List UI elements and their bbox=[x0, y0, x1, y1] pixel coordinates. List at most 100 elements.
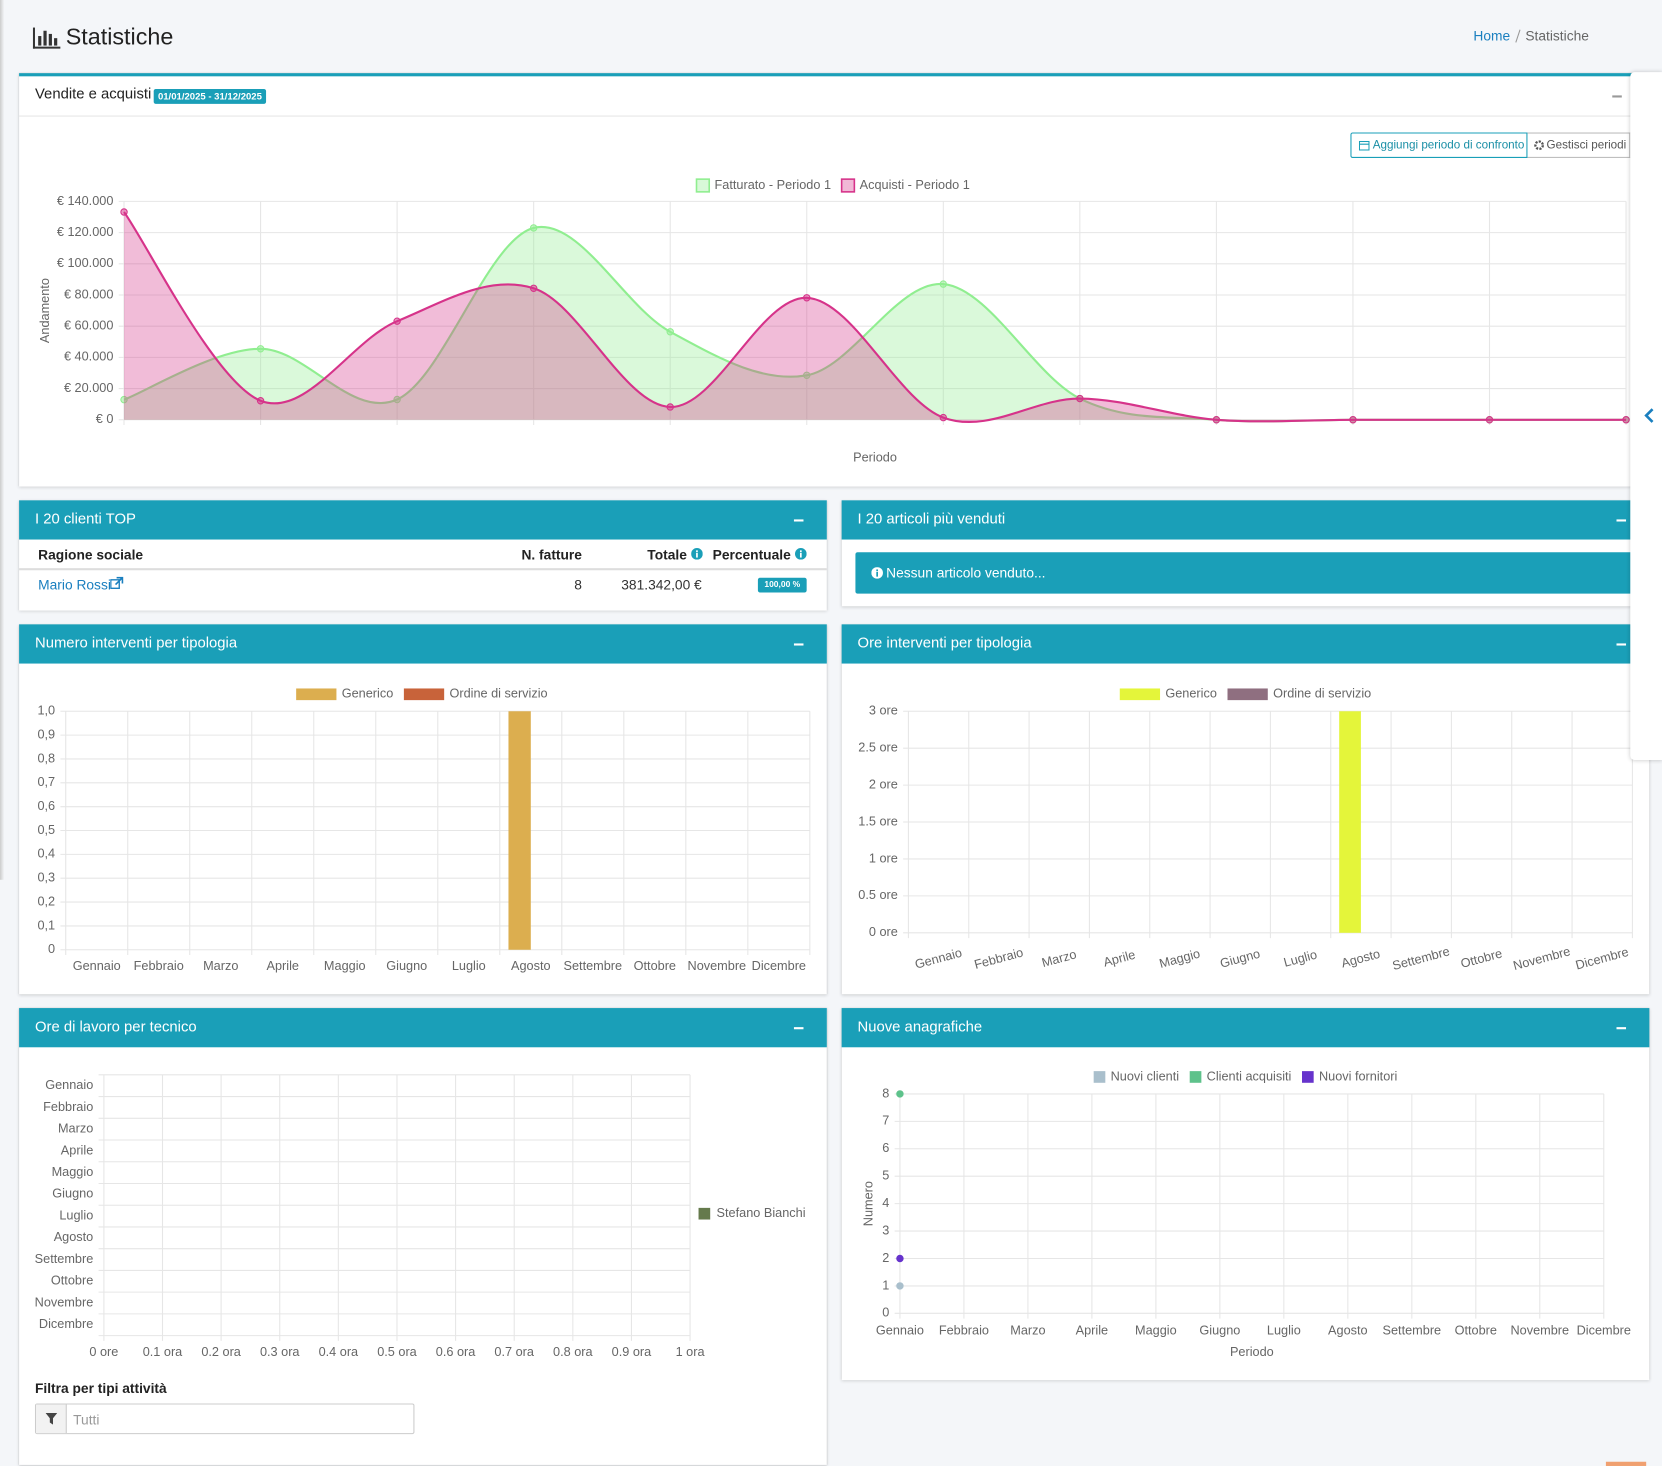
x-tick-label: Agosto bbox=[1340, 946, 1382, 971]
x-tick-label: Giugno bbox=[1199, 1323, 1240, 1338]
x-tick-label: Marzo bbox=[1010, 1323, 1045, 1338]
y-tick-label: 0,2 bbox=[37, 893, 55, 908]
y-tick-label: 1.5 ore bbox=[858, 813, 898, 828]
point bbox=[1350, 417, 1356, 423]
legend-label: Generico bbox=[342, 686, 394, 701]
x-tick-label: Maggio bbox=[1158, 946, 1202, 971]
y-tick-label: Luglio bbox=[59, 1207, 93, 1222]
side-panel bbox=[1630, 72, 1662, 760]
legend-label: Stefano Bianchi bbox=[717, 1205, 806, 1220]
x-tick-label: Dicembre bbox=[1574, 944, 1630, 973]
x-tick-label: Agosto bbox=[1328, 1323, 1368, 1338]
y-tick-label: 0.5 ore bbox=[858, 887, 898, 902]
legend-swatch bbox=[699, 1208, 711, 1220]
y-axis-label: Andamento bbox=[37, 278, 52, 343]
y-tick-label: Giugno bbox=[52, 1186, 93, 1201]
legend-swatch bbox=[697, 179, 710, 192]
x-tick-label: Giugno bbox=[1218, 946, 1261, 971]
point bbox=[667, 329, 673, 335]
y-tick-label: € 120.000 bbox=[57, 224, 114, 239]
x-tick-label: 0.4 ora bbox=[319, 1344, 359, 1359]
y-tick-label: Novembre bbox=[35, 1294, 94, 1309]
y-tick-label: Gennaio bbox=[45, 1077, 93, 1092]
x-tick-label: Settembre bbox=[1383, 1323, 1442, 1338]
y-tick-label: Febbraio bbox=[43, 1099, 93, 1114]
x-tick-label: Febbraio bbox=[134, 958, 184, 973]
point bbox=[1486, 417, 1492, 423]
y-tick-label: Aprile bbox=[61, 1142, 93, 1157]
y-tick-label: 0 bbox=[48, 941, 55, 956]
point bbox=[897, 1283, 903, 1289]
y-tick-label: € 40.000 bbox=[64, 349, 113, 364]
point bbox=[530, 285, 536, 291]
point bbox=[940, 414, 946, 420]
y-tick-label: 0,3 bbox=[37, 870, 55, 885]
x-tick-label: Marzo bbox=[203, 958, 238, 973]
corner-widget bbox=[1606, 1462, 1646, 1466]
x-tick-label: Aprile bbox=[267, 958, 299, 973]
legend-swatch bbox=[1190, 1071, 1202, 1083]
y-tick-label: € 0 bbox=[96, 411, 114, 426]
y-tick-label: 7 bbox=[882, 1113, 889, 1128]
x-tick-label: 0.9 ora bbox=[612, 1344, 652, 1359]
y-tick-label: 0 bbox=[882, 1305, 889, 1320]
x-tick-label: Dicembre bbox=[752, 958, 806, 973]
y-tick-label: 0,6 bbox=[37, 798, 55, 813]
y-tick-label: 3 bbox=[882, 1222, 889, 1237]
x-tick-label: Giugno bbox=[386, 958, 427, 973]
legend-swatch bbox=[1120, 688, 1160, 700]
legend-swatch bbox=[1094, 1071, 1106, 1083]
legend-label: Fatturato - Periodo 1 bbox=[715, 177, 832, 192]
y-tick-label: 0 ore bbox=[869, 924, 898, 939]
y-tick-label: 1 bbox=[882, 1277, 889, 1292]
x-tick-label: 0.5 ora bbox=[377, 1344, 417, 1359]
legend-swatch bbox=[842, 179, 855, 192]
y-tick-label: € 20.000 bbox=[64, 380, 113, 395]
legend-label: Nuovi clienti bbox=[1111, 1068, 1179, 1083]
legend-swatch bbox=[404, 688, 444, 700]
legend-swatch bbox=[296, 688, 336, 700]
point bbox=[121, 209, 127, 215]
y-tick-label: € 100.000 bbox=[57, 255, 114, 270]
y-tick-label: 0,9 bbox=[37, 726, 55, 741]
point bbox=[940, 281, 946, 287]
x-tick-label: Maggio bbox=[1135, 1323, 1177, 1338]
expand-button[interactable] bbox=[1644, 408, 1655, 423]
y-tick-label: 1,0 bbox=[37, 703, 55, 718]
bar bbox=[508, 711, 530, 950]
y-tick-label: Dicembre bbox=[39, 1316, 93, 1331]
y-tick-label: Maggio bbox=[52, 1164, 94, 1179]
x-tick-label: Febbraio bbox=[972, 944, 1024, 971]
y-tick-label: Marzo bbox=[58, 1121, 93, 1136]
x-tick-label: Novembre bbox=[1510, 1323, 1569, 1338]
x-tick-label: Luglio bbox=[1267, 1323, 1301, 1338]
y-tick-label: 3 ore bbox=[869, 703, 898, 718]
y-tick-label: € 80.000 bbox=[64, 286, 113, 301]
point bbox=[1213, 417, 1219, 423]
x-tick-label: 0.6 ora bbox=[436, 1344, 476, 1359]
point bbox=[1077, 395, 1083, 401]
bar bbox=[1339, 711, 1361, 933]
point bbox=[667, 404, 673, 410]
y-tick-label: 2 bbox=[882, 1250, 889, 1265]
x-tick-label: Ottobre bbox=[1455, 1323, 1497, 1338]
x-tick-label: Ottobre bbox=[1459, 945, 1504, 970]
legend-label: Ordine di servizio bbox=[1273, 686, 1371, 701]
x-tick-label: Dicembre bbox=[1577, 1323, 1631, 1338]
x-tick-label: Settembre bbox=[564, 958, 623, 973]
y-tick-label: 8 bbox=[882, 1085, 889, 1100]
y-tick-label: 0,7 bbox=[37, 774, 55, 789]
x-tick-label: Aprile bbox=[1076, 1323, 1108, 1338]
legend-label: Clienti acquisiti bbox=[1207, 1068, 1292, 1083]
point bbox=[1623, 417, 1629, 423]
y-axis-label: Numero bbox=[861, 1181, 876, 1226]
x-tick-label: Ottobre bbox=[634, 958, 676, 973]
y-tick-label: 0,4 bbox=[37, 846, 55, 861]
x-tick-label: Maggio bbox=[324, 958, 366, 973]
x-tick-label: Gennaio bbox=[876, 1323, 924, 1338]
y-tick-label: 6 bbox=[882, 1140, 889, 1155]
x-tick-label: Novembre bbox=[1511, 943, 1571, 973]
